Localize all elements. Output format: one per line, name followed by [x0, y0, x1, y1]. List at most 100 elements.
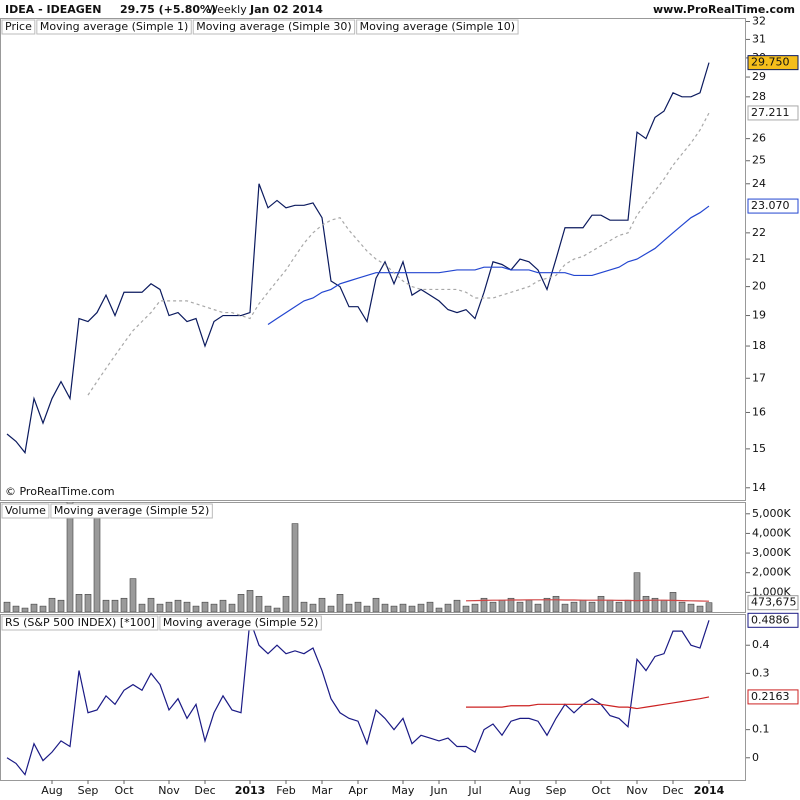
series-line: [6, 619, 710, 776]
volume-bar: [228, 603, 236, 612]
x-tick-label: Aug: [509, 784, 530, 797]
x-tick-label: Oct: [114, 784, 134, 797]
volume-bar: [570, 601, 578, 612]
y-tick-label: 0.1: [752, 723, 770, 736]
legend-entry: Moving average (Simple 10): [360, 20, 515, 33]
x-tick-label: Dec: [662, 784, 683, 797]
volume-bar: [426, 601, 434, 612]
volume-bar: [651, 597, 659, 612]
volume-bar: [147, 597, 155, 612]
volume-bar: [30, 603, 38, 612]
x-tick-label: Oct: [591, 784, 611, 797]
last-value-box: [747, 105, 799, 121]
last-value-label: 27.211: [751, 106, 790, 119]
volume-bar: [102, 599, 110, 612]
y-tick-label: 31: [752, 32, 766, 45]
volume-bar: [588, 601, 596, 612]
last-value-box: [747, 198, 799, 214]
volume-bar: [174, 599, 182, 612]
site: www.ProRealTime.com: [653, 3, 795, 16]
volume-bar: [156, 603, 164, 612]
volume-bar: [75, 594, 83, 612]
y-tick-label: 5,000K: [752, 507, 791, 520]
y-tick-label: 2,000K: [752, 566, 791, 579]
volume-bar: [615, 601, 623, 612]
x-tick-label: Nov: [158, 784, 180, 797]
legend-entry: Volume: [5, 504, 46, 517]
legend-entry: Moving average (Simple 52): [163, 616, 318, 629]
y-tick-label: 26: [752, 132, 766, 145]
volume-bar: [318, 597, 326, 612]
volume-bar: [534, 603, 542, 612]
last-value-label: 29.750: [751, 56, 790, 69]
legend-box: [1, 503, 50, 519]
x-tick-label: Apr: [348, 784, 368, 797]
y-tick-label: 14: [752, 481, 766, 494]
rs-panel: [0, 614, 746, 781]
volume-bar: [273, 607, 281, 612]
legend-box: [192, 19, 356, 35]
y-tick-label: 22: [752, 226, 766, 239]
legend-entry: Moving average (Simple 30): [196, 20, 351, 33]
last-value-box: [747, 595, 799, 611]
x-tick-label: Jul: [467, 784, 481, 797]
volume-bar: [687, 603, 695, 612]
y-tick-label: 0.4: [752, 638, 770, 651]
volume-bar: [3, 601, 11, 612]
volume-bar: [696, 605, 704, 612]
volume-bar: [381, 603, 389, 612]
volume-bar: [282, 595, 290, 612]
credit: © ProRealTime.com: [5, 485, 115, 498]
volume-bar: [210, 603, 218, 612]
legend-entry: RS (S&P 500 INDEX) [*100]: [5, 616, 155, 629]
period: Weekly: [207, 3, 247, 16]
legend-box: [1, 615, 159, 631]
legend-box: [1, 19, 36, 35]
volume-bar: [111, 599, 119, 612]
series-line: [466, 696, 710, 710]
volume-bar: [219, 599, 227, 612]
volume-panel: [0, 502, 746, 613]
x-tick-label: Dec: [194, 784, 215, 797]
y-tick-label: 28: [752, 90, 766, 103]
series-line: [6, 62, 710, 455]
volume-bar: [660, 599, 668, 612]
x-tick-label: Sep: [546, 784, 567, 797]
series-line: [267, 205, 710, 326]
volume-bar: [516, 601, 524, 612]
y-tick-label: 21: [752, 252, 766, 265]
volume-bar: [255, 595, 263, 612]
volume-bar: [561, 603, 569, 612]
volume-bar: [201, 601, 209, 612]
legend-box: [356, 19, 519, 35]
volume-bar: [372, 597, 380, 612]
y-tick-label: 32: [752, 15, 766, 28]
volume-bar: [57, 599, 65, 612]
volume-bar: [705, 602, 713, 612]
volume-bar: [408, 605, 416, 612]
y-tick-label: 19: [752, 309, 766, 322]
legend-entry: Price: [5, 20, 32, 33]
volume-bar: [498, 599, 506, 612]
volume-bar: [93, 517, 101, 612]
volume-bar: [39, 605, 47, 612]
volume-bar: [345, 603, 353, 612]
legend-entry: Moving average (Simple 52): [54, 504, 209, 517]
plot-area: [3, 502, 713, 612]
y-tick-label: 15: [752, 442, 766, 455]
last-value-label: 0.2163: [751, 690, 790, 703]
volume-bar: [597, 595, 605, 612]
volume-bar: [507, 597, 515, 612]
volume-bar: [633, 572, 641, 612]
volume-bar: [435, 607, 443, 612]
volume-bar: [21, 607, 29, 612]
volume-bar: [12, 605, 20, 612]
volume-bar: [543, 597, 551, 612]
y-tick-label: 17: [752, 371, 766, 384]
last-value-box: [747, 55, 799, 71]
last-value-label: 23.070: [751, 199, 790, 212]
volume-bar: [120, 597, 128, 612]
y-tick-label: 1,000K: [752, 585, 791, 598]
volume-bar: [363, 605, 371, 612]
volume-bar: [84, 594, 92, 612]
